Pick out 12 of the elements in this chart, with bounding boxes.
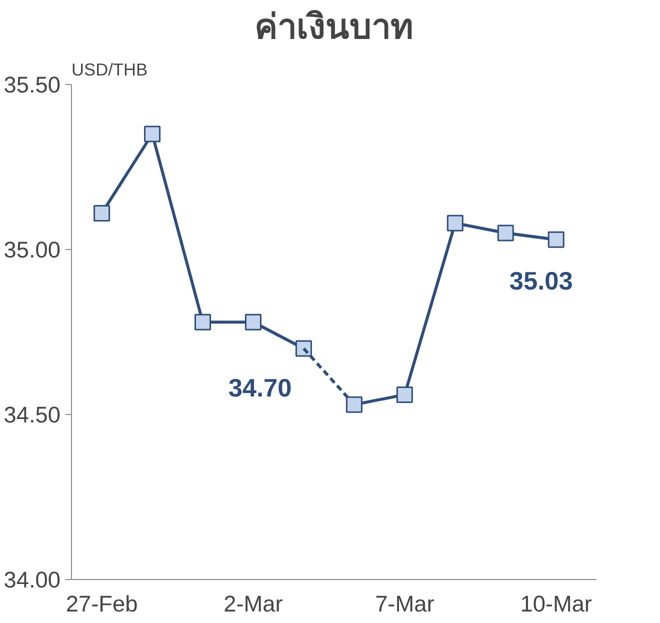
x-tick-label: 2-Mar xyxy=(224,590,284,616)
y-tick-label: 35.50 xyxy=(4,72,61,98)
data-label: 34.70 xyxy=(228,374,292,402)
x-tick-label: 10-Mar xyxy=(520,590,592,616)
y-axis-title: USD/THB xyxy=(72,60,148,80)
x-tick-label: 7-Mar xyxy=(375,590,435,616)
y-tick-label: 34.50 xyxy=(4,402,61,428)
x-tick-label: 27-Feb xyxy=(66,590,138,616)
chart-title: ค่าเงินบาท xyxy=(254,8,414,48)
data-label: 35.03 xyxy=(509,268,573,296)
y-tick-label: 34.00 xyxy=(4,566,61,592)
y-tick-label: 35.00 xyxy=(4,236,61,262)
